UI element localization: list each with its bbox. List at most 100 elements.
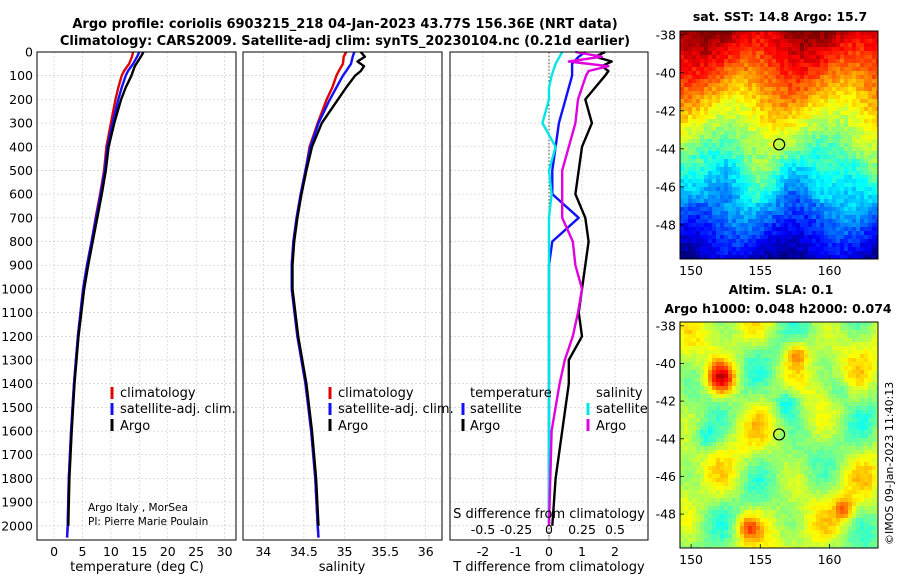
depth-tick-label: 1500 bbox=[1, 400, 33, 415]
map-lat-tick-label: -48 bbox=[656, 507, 676, 522]
temperature-tick-label: 15 bbox=[131, 544, 147, 559]
map-lat-tick-label: -42 bbox=[656, 103, 676, 118]
depth-tick-label: 2000 bbox=[1, 518, 33, 533]
legend-climatology: climatology bbox=[120, 386, 196, 401]
legend-climatology: climatology bbox=[338, 386, 414, 401]
legend-s-satellite: satellite bbox=[596, 402, 648, 417]
s-difference-x-axis: -0.5 -0.25 0 0.25 0.5 bbox=[471, 522, 625, 537]
depth-tick-label: 1800 bbox=[1, 471, 33, 486]
salinity-series-argo bbox=[291, 51, 366, 526]
sla-map-title-2: Argo h1000: 0.048 h2000: 0.074 bbox=[664, 301, 892, 316]
salinity-tick-label: 34 bbox=[255, 544, 271, 559]
sst-map-title: sat. SST: 14.8 Argo: 15.7 bbox=[693, 9, 867, 24]
temperature-x-axis: 0 5 10 15 20 25 30 bbox=[50, 544, 233, 559]
depth-tick-label: 700 bbox=[9, 210, 33, 225]
depth-tick-label: 1100 bbox=[1, 305, 33, 320]
salinity-tick-label: 35 bbox=[337, 544, 353, 559]
map-lon-tick-label: 150 bbox=[679, 263, 703, 278]
temperature-tick-label: 0 bbox=[50, 544, 58, 559]
map-lat-tick-label: -42 bbox=[656, 394, 676, 409]
depth-tick-label: 1300 bbox=[1, 352, 33, 367]
depth-tick-label: 0 bbox=[25, 45, 33, 60]
sst-heatmap bbox=[680, 31, 878, 259]
salinity-panel bbox=[242, 51, 443, 541]
salinity-tick-label: 36 bbox=[418, 544, 434, 559]
t-difference-tick-label: 0 bbox=[545, 544, 553, 559]
map-lat-tick-label: -40 bbox=[656, 356, 676, 371]
difference-panel bbox=[449, 50, 649, 541]
map-lon-tick-label: 160 bbox=[818, 552, 842, 567]
temperature-tick-label: 10 bbox=[103, 544, 119, 559]
map-lat-tick-label: -38 bbox=[656, 318, 676, 333]
t-difference-tick-label: -1 bbox=[510, 544, 522, 559]
t-difference-tick-label: 2 bbox=[611, 544, 619, 559]
map-lon-tick-label: 150 bbox=[679, 552, 703, 567]
legend-argo: Argo bbox=[338, 419, 368, 434]
salinity-tick-label: 35.5 bbox=[371, 544, 399, 559]
temperature-series-climatology bbox=[65, 51, 135, 538]
sla-map-title-1: Altim. SLA: 0.1 bbox=[729, 282, 834, 297]
s-difference-tick-label: 0 bbox=[545, 522, 553, 537]
depth-tick-label: 400 bbox=[9, 139, 33, 154]
legend-argo: Argo bbox=[120, 419, 150, 434]
s-difference-x-label: S difference from climatology bbox=[453, 507, 645, 522]
depth-tick-label: 1700 bbox=[1, 447, 33, 462]
t-difference-tick-label: -2 bbox=[477, 544, 489, 559]
map-lon-tick-label: 160 bbox=[818, 263, 842, 278]
map-lon-tick-label: 155 bbox=[748, 552, 772, 567]
legend-satellite-adj: satellite-adj. clim. bbox=[338, 402, 454, 417]
temperature-series-argo bbox=[67, 51, 145, 526]
temperature-series-satellite-adj-clim- bbox=[65, 51, 141, 538]
depth-tick-label: 900 bbox=[9, 258, 33, 273]
imos-stamp: ©IMOS 09-Jan-2023 11:40:13 bbox=[883, 382, 896, 545]
difference-legend: temperature satellite Argo salinity sate… bbox=[461, 386, 648, 434]
credit-pi: PI: Pierre Marie Poulain bbox=[88, 516, 208, 528]
t-difference-x-label: T difference from climatology bbox=[452, 560, 645, 575]
argo-float-marker-sst bbox=[773, 138, 786, 151]
map-lon-tick-label: 155 bbox=[748, 263, 772, 278]
legend-t-satellite: satellite bbox=[470, 402, 522, 417]
depth-tick-label: 1600 bbox=[1, 424, 33, 439]
depth-tick-label: 200 bbox=[9, 92, 33, 107]
legend-s-argo: Argo bbox=[596, 419, 626, 434]
t-difference-tick-label: 1 bbox=[578, 544, 586, 559]
s-difference-tick-label: -0.5 bbox=[471, 522, 495, 537]
legend-salinity-title: salinity bbox=[596, 386, 643, 401]
s-satellite-diff bbox=[541, 51, 564, 526]
map-lat-tick-label: -44 bbox=[656, 431, 676, 446]
map-lat-tick-label: -46 bbox=[656, 469, 676, 484]
map-lat-tick-label: -48 bbox=[656, 217, 676, 232]
title-line-2: Climatology: CARS2009. Satellite-adj cli… bbox=[60, 34, 630, 49]
legend-satellite-adj: satellite-adj. clim. bbox=[120, 402, 236, 417]
argo-float-marker-sla bbox=[773, 428, 786, 441]
legend-t-argo: Argo bbox=[470, 419, 500, 434]
depth-tick-label: 1000 bbox=[1, 281, 33, 296]
sst-map-axes: -38 -40 -42 -44 -46 -48 150 155 160 bbox=[656, 27, 842, 278]
temperature-panel bbox=[36, 51, 237, 541]
t-argo-diff bbox=[551, 50, 613, 526]
map-lat-tick-label: -44 bbox=[656, 141, 676, 156]
map-lat-tick-label: -40 bbox=[656, 65, 676, 80]
salinity-legend: climatology satellite-adj. clim. Argo bbox=[328, 386, 454, 434]
temperature-x-label: temperature (deg C) bbox=[70, 560, 204, 575]
legend-temperature-title: temperature bbox=[470, 386, 552, 401]
depth-axis: 0 100 200 300 400 500 600 700 800 900 1000 1100 1200… bbox=[1, 45, 33, 534]
s-difference-tick-label: 0.25 bbox=[568, 522, 596, 537]
s-difference-tick-label: 0.5 bbox=[605, 522, 625, 537]
map-lat-tick-label: -38 bbox=[656, 27, 676, 42]
temperature-tick-label: 30 bbox=[217, 544, 233, 559]
depth-tick-label: 800 bbox=[9, 234, 33, 249]
depth-tick-label: 600 bbox=[9, 187, 33, 202]
depth-tick-label: 1900 bbox=[1, 495, 33, 510]
depth-tick-label: 500 bbox=[9, 163, 33, 178]
sla-map-axes: -38 -40 -42 -44 -46 -48 150 155 160 bbox=[656, 318, 842, 567]
depth-tick-label: 1400 bbox=[1, 376, 33, 391]
depth-tick-label: 100 bbox=[9, 68, 33, 83]
s-argo-diff bbox=[547, 50, 610, 526]
depth-tick-label: 1200 bbox=[1, 329, 33, 344]
map-lat-tick-label: -46 bbox=[656, 179, 676, 194]
credit-institution: Argo Italy , MorSea bbox=[88, 502, 188, 514]
t-difference-x-axis: -2 -1 0 1 2 bbox=[477, 544, 619, 559]
temperature-legend: climatology satellite-adj. clim. Argo bbox=[110, 386, 236, 434]
